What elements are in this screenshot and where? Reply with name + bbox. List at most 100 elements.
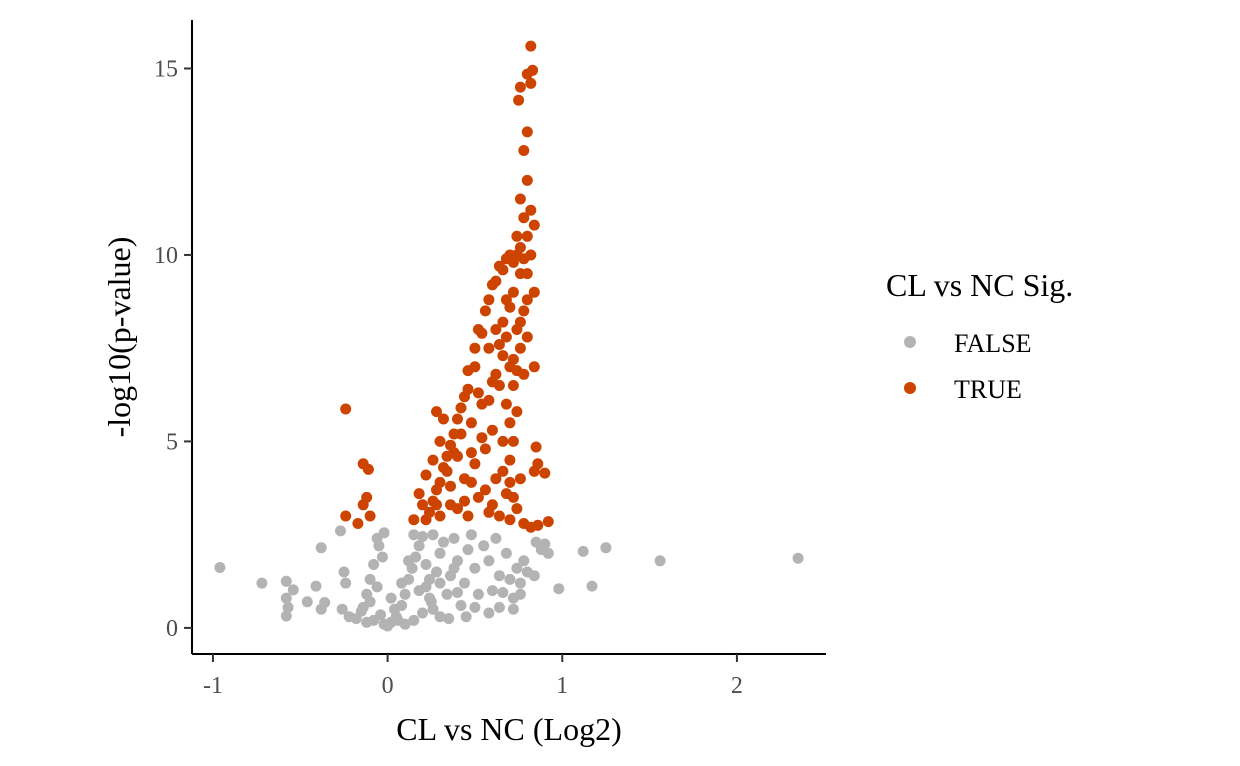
point-true [479, 305, 491, 317]
point-true [521, 294, 533, 306]
point-true [514, 473, 526, 485]
point-true [340, 403, 352, 415]
x-tick-label: 0 [382, 673, 394, 699]
point-true [521, 68, 533, 80]
point-true [521, 331, 533, 343]
point-true [539, 467, 551, 479]
point-false [338, 566, 350, 578]
point-true [514, 193, 526, 205]
point-false [335, 525, 346, 537]
point-false [539, 538, 551, 550]
x-axis-title: CL vs NC (Log2) [396, 711, 621, 747]
point-true [476, 432, 488, 444]
legend: CL vs NC Sig. FALSE TRUE [886, 267, 1073, 404]
point-true [413, 488, 425, 500]
point-true [507, 435, 519, 447]
point-true [408, 514, 420, 526]
point-true [525, 40, 537, 52]
point-true [420, 514, 432, 526]
point-true [490, 324, 502, 335]
point-false [511, 562, 523, 574]
point-false [497, 587, 509, 598]
point-false [424, 573, 435, 585]
point-true [445, 499, 456, 511]
point-false [340, 577, 352, 589]
point-false [371, 581, 383, 593]
point-true [364, 510, 376, 522]
point-true [472, 387, 484, 399]
point-false [507, 603, 519, 615]
point-true [514, 342, 526, 354]
point-true [434, 435, 446, 447]
point-true [521, 230, 533, 242]
point-true [511, 365, 523, 377]
point-true [490, 473, 502, 485]
point-true [518, 212, 530, 224]
point-true [340, 510, 352, 522]
point-false [483, 555, 495, 567]
point-true [479, 443, 491, 455]
point-true [462, 510, 474, 522]
point-true [504, 301, 516, 313]
point-false [654, 555, 666, 567]
point-false [483, 607, 495, 619]
point-false [280, 610, 292, 622]
point-false [396, 577, 408, 589]
point-true [362, 463, 374, 475]
point-false [399, 618, 411, 630]
point-true [528, 286, 540, 298]
point-false [486, 585, 498, 597]
point-true [500, 398, 512, 410]
y-tick-label: 10 [154, 243, 178, 269]
point-true [465, 417, 477, 429]
point-false [287, 584, 299, 596]
point-false [434, 611, 446, 623]
x-tick-label: 2 [731, 673, 743, 699]
point-false [413, 540, 425, 552]
point-false [434, 547, 446, 559]
point-false [542, 547, 554, 559]
point-false [378, 527, 390, 539]
point-true [476, 327, 488, 339]
point-false [361, 616, 373, 628]
point-true [497, 465, 509, 477]
point-false [452, 587, 463, 598]
point-false [408, 614, 420, 626]
point-false [462, 544, 474, 556]
point-true [486, 376, 498, 388]
point-true [483, 342, 495, 354]
point-false [514, 577, 526, 589]
point-true [465, 476, 477, 488]
point-false [460, 611, 472, 623]
point-true [438, 413, 449, 425]
point-true [507, 286, 519, 298]
point-true [514, 81, 526, 93]
points-layer [214, 40, 804, 632]
point-true [469, 342, 481, 354]
point-false [438, 536, 449, 548]
point-true [490, 275, 502, 287]
point-false [434, 577, 446, 589]
point-false [280, 592, 292, 604]
point-true [459, 495, 470, 507]
point-true [497, 435, 509, 447]
point-false [368, 559, 380, 570]
point-false [448, 562, 460, 574]
point-true [427, 495, 439, 507]
point-true [521, 174, 533, 186]
point-true [361, 491, 373, 503]
point-true [455, 402, 467, 414]
point-true [518, 253, 530, 265]
point-false [315, 603, 327, 615]
point-true [504, 514, 516, 526]
point-false [364, 573, 376, 585]
point-false [417, 531, 428, 542]
point-false [448, 532, 460, 544]
point-false [469, 562, 481, 574]
point-false [469, 601, 481, 613]
point-true [525, 521, 537, 533]
x-tick-label: -1 [203, 673, 223, 699]
point-false [280, 575, 292, 587]
point-true [420, 469, 432, 481]
